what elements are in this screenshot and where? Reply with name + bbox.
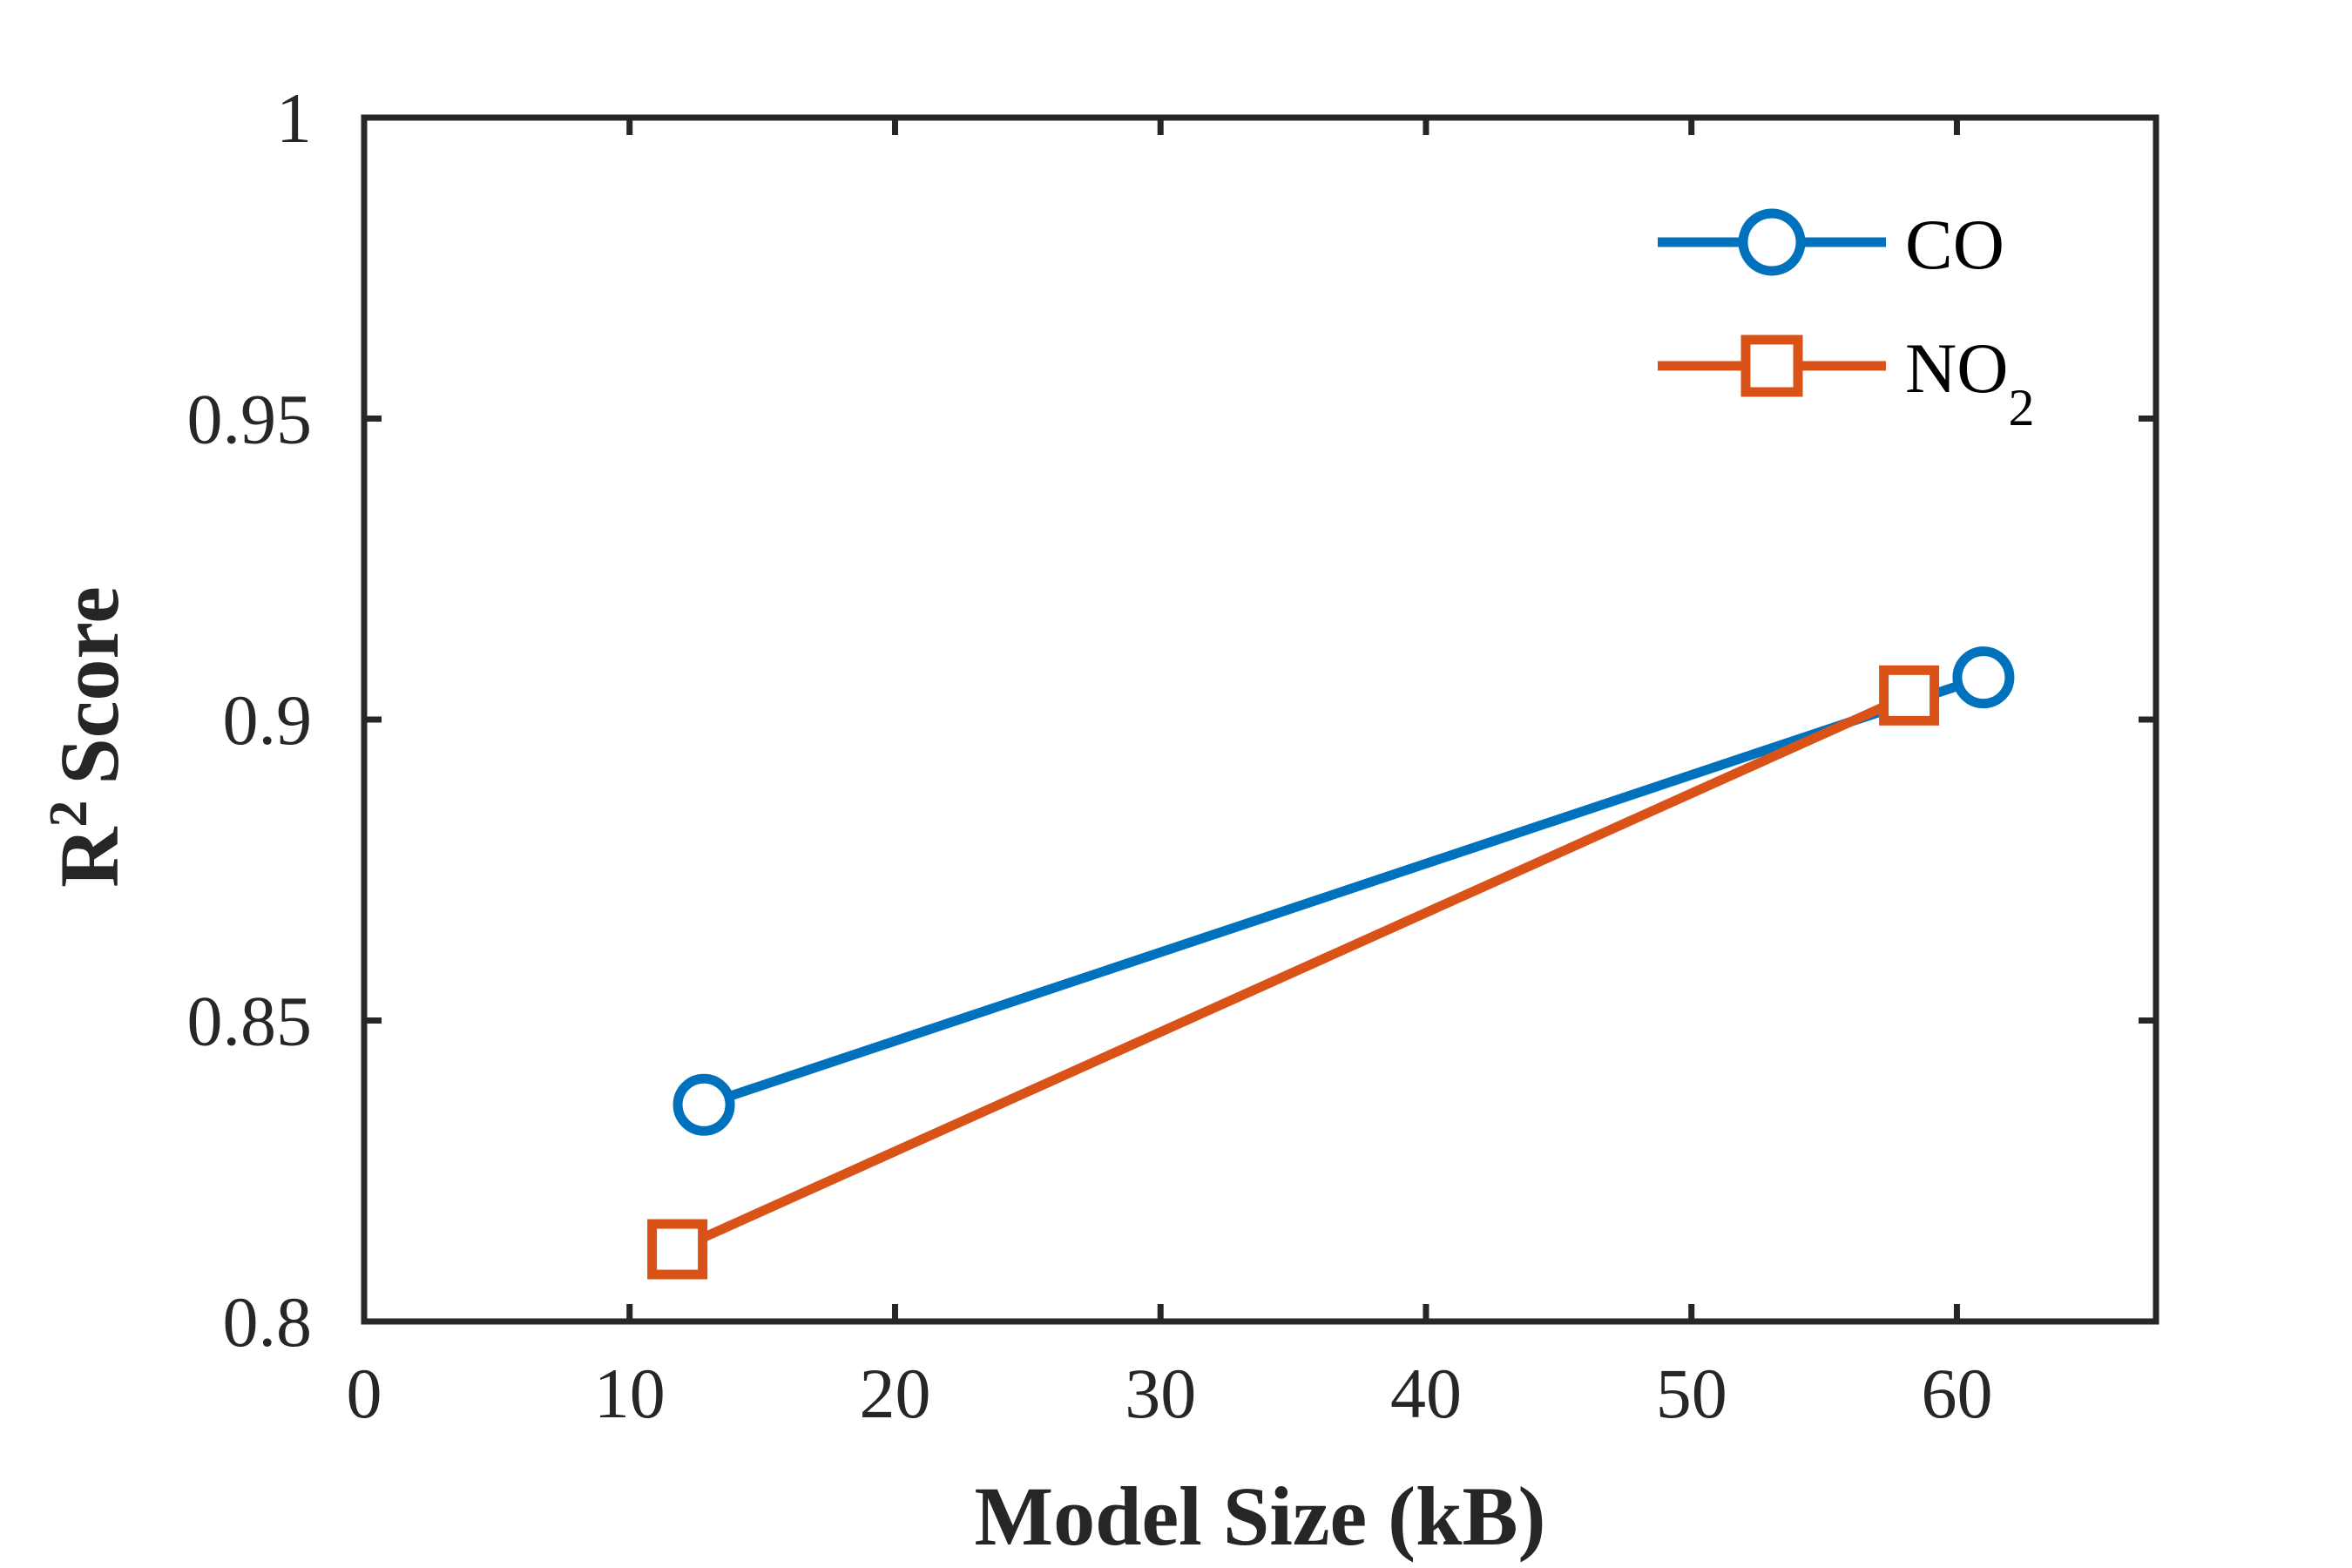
ticks-layer: 0 10 20 30 40 50 60 0.8 0.85 0.9 0.95 1	[187, 78, 2156, 1433]
y-axis-title-superscript: 2	[39, 801, 98, 828]
legend-label-co: CO	[1905, 205, 2004, 284]
data-point-no2	[647, 1219, 708, 1280]
data-point-co	[672, 1073, 735, 1136]
data-point-co	[1952, 646, 2015, 709]
series-line-co	[702, 672, 1985, 1110]
x-tick-label: 60	[1921, 1354, 1992, 1433]
y-tick-label: 0.95	[187, 380, 313, 459]
y-tick-label: 1	[276, 78, 312, 158]
series-layer	[647, 646, 2015, 1280]
legend-marker-no2	[1740, 335, 1803, 397]
x-tick-label: 0	[347, 1354, 382, 1433]
y-axis-title-base: R	[43, 826, 136, 888]
data-point-no2	[1879, 665, 1940, 726]
y-tick-label: 0.9	[223, 680, 313, 760]
legend-label-subscript: 2	[2008, 379, 2034, 436]
x-tick-label: 50	[1656, 1354, 1727, 1433]
x-axis-title: Model Size (kB)	[975, 1470, 1546, 1563]
legend-label-no2: NO2	[1905, 328, 2034, 436]
x-tick-label: 30	[1125, 1354, 1196, 1433]
y-axis-title: R2 Score	[39, 586, 136, 888]
legend-marker-co	[1738, 208, 1806, 276]
series-line-no2	[675, 691, 1911, 1254]
x-tick-label: 40	[1390, 1354, 1462, 1433]
y-tick-label: 0.8	[223, 1282, 313, 1362]
legend: CO NO2	[1658, 205, 2034, 436]
y-tick-label: 0.85	[187, 982, 313, 1061]
x-tick-label: 10	[594, 1354, 666, 1433]
y-axis-title-rest: Score	[43, 586, 136, 784]
x-tick-label: 20	[859, 1354, 930, 1433]
